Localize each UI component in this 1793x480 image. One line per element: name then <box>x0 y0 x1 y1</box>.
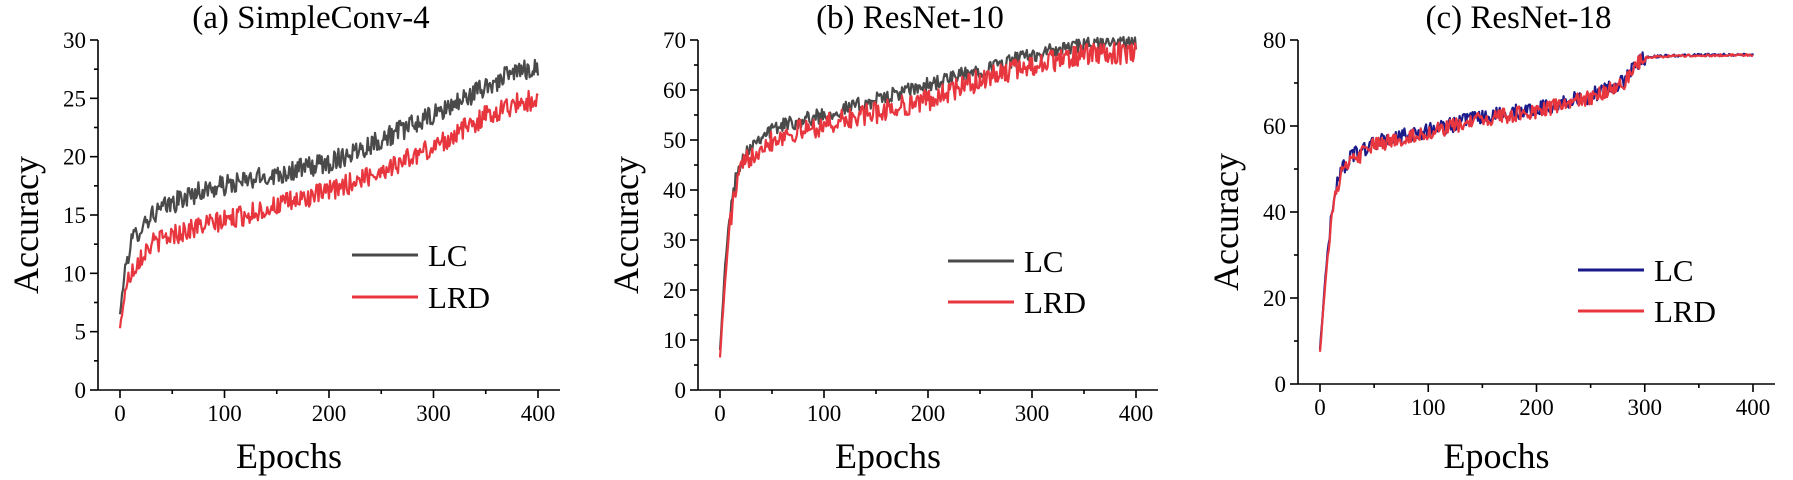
series-line-lc <box>718 35 1138 351</box>
y-tick-label: 40 <box>1263 200 1286 225</box>
x-tick-label: 400 <box>1119 401 1154 426</box>
x-tick-label: 100 <box>1411 395 1446 420</box>
y-tick-label: 60 <box>1263 114 1286 139</box>
series-line-lrd <box>718 41 1138 358</box>
legend-label-lc: LC <box>428 238 468 273</box>
y-tick-label: 30 <box>63 28 86 53</box>
legend: LC LRD <box>1578 253 1716 329</box>
legend: LC LRD <box>352 238 490 315</box>
y-tick-label: 50 <box>663 128 686 153</box>
x-tick-label: 400 <box>521 401 556 426</box>
x-tick-label: 300 <box>416 401 451 426</box>
x-tick-label: 300 <box>1015 401 1050 426</box>
legend-label-lc: LC <box>1024 244 1064 279</box>
y-tick-label: 40 <box>663 178 686 203</box>
x-tick-label: 200 <box>312 401 347 426</box>
y-axis-label: Accuracy <box>6 156 46 294</box>
legend-label-lrd: LRD <box>428 280 490 315</box>
x-tick-label: 0 <box>114 401 126 426</box>
x-axis-label: Epochs <box>236 436 342 476</box>
y-tick-label: 5 <box>75 320 87 345</box>
y-axis-label: Accuracy <box>1206 153 1246 291</box>
y-tick-label: 25 <box>63 86 86 111</box>
y-tick-label: 0 <box>675 378 687 403</box>
series-line-lrd <box>1318 52 1754 352</box>
y-tick-label: 15 <box>63 203 86 228</box>
y-tick-label: 70 <box>663 28 686 53</box>
legend: LC LRD <box>948 244 1086 320</box>
series-line-lc <box>118 58 540 315</box>
y-tick-label: 0 <box>1275 372 1287 397</box>
y-tick-label: 10 <box>663 328 686 353</box>
y-tick-label: 10 <box>63 261 86 286</box>
chart-title: (b) ResNet-10 <box>816 0 1004 36</box>
x-tick-label: 200 <box>911 401 946 426</box>
y-axis-label: Accuracy <box>606 156 646 294</box>
legend-label-lc: LC <box>1654 253 1694 288</box>
y-tick-label: 0 <box>75 378 87 403</box>
x-tick-label: 100 <box>807 401 842 426</box>
legend-label-lrd: LRD <box>1024 285 1086 320</box>
legend-label-lrd: LRD <box>1654 294 1716 329</box>
x-tick-label: 300 <box>1628 395 1663 420</box>
y-tick-label: 30 <box>663 228 686 253</box>
x-axis-label: Epochs <box>835 436 941 476</box>
x-tick-label: 200 <box>1519 395 1554 420</box>
x-axis-label: Epochs <box>1444 436 1550 476</box>
x-tick-label: 0 <box>1314 395 1326 420</box>
series-line-lrd <box>118 89 539 329</box>
chart-panel-3: (c) ResNet-18 0 20 40 60 80 0 100 200 300 400 Epoch… <box>1206 0 1775 476</box>
y-tick-label: 80 <box>1263 28 1286 53</box>
chart-panel-2: (b) ResNet-10 0 10 20 30 40 50 60 70 0 100 200 300 40… <box>606 0 1158 476</box>
chart-title: (c) ResNet-18 <box>1425 0 1611 36</box>
y-tick-label: 20 <box>63 145 86 170</box>
y-tick-label: 20 <box>663 278 686 303</box>
x-tick-label: 0 <box>714 401 726 426</box>
y-tick-label: 20 <box>1263 286 1286 311</box>
x-tick-label: 100 <box>207 401 242 426</box>
chart-title: (a) SimpleConv-4 <box>192 0 429 36</box>
y-tick-label: 60 <box>663 78 686 103</box>
x-tick-label: 400 <box>1736 395 1771 420</box>
